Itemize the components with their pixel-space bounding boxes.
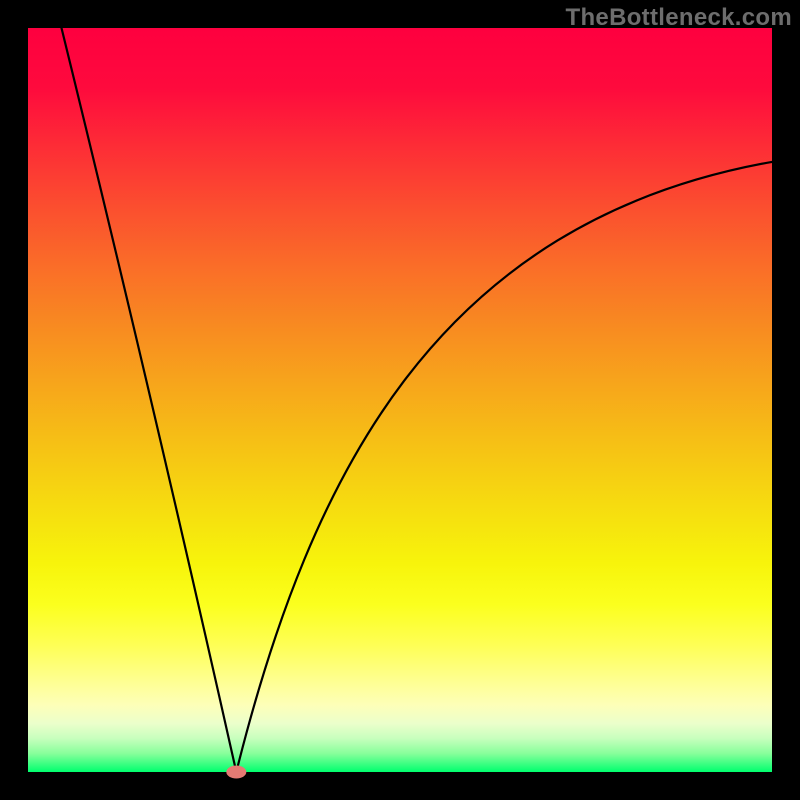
optimal-point-marker bbox=[226, 766, 246, 779]
chart-canvas bbox=[0, 0, 800, 800]
plot-background bbox=[28, 28, 772, 772]
watermark-text: TheBottleneck.com bbox=[566, 4, 792, 32]
bottleneck-chart: TheBottleneck.com bbox=[0, 0, 800, 800]
